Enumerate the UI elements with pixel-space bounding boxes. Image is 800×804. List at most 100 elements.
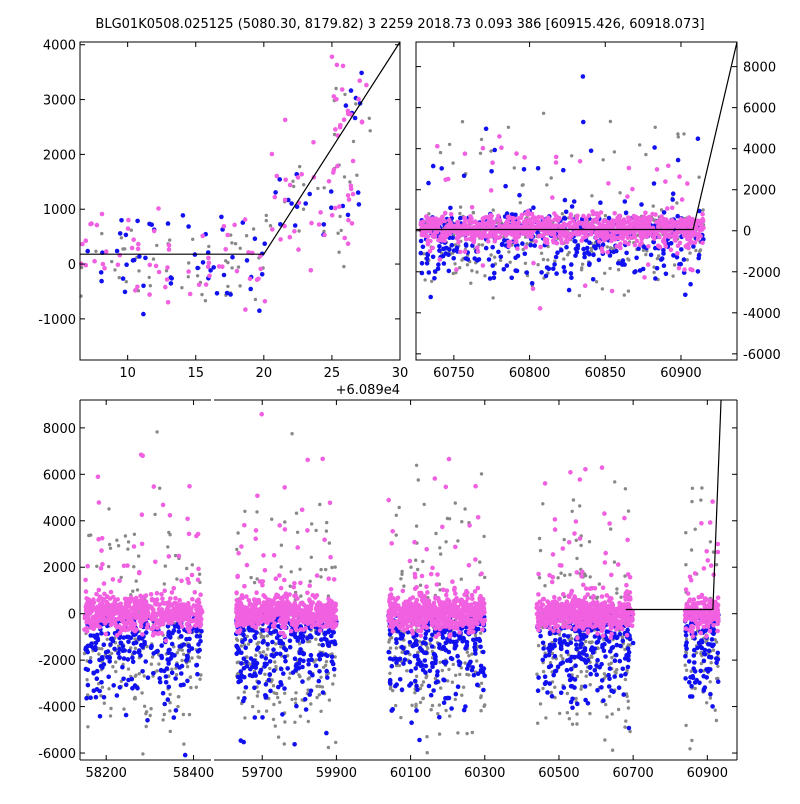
- data-point-gray: [489, 253, 492, 256]
- data-point-blue: [558, 637, 563, 642]
- data-point-gray: [317, 643, 320, 646]
- data-point-blue: [403, 651, 408, 656]
- data-point-blue: [408, 660, 413, 665]
- data-point-pink: [197, 283, 202, 288]
- data-point-blue: [111, 683, 116, 688]
- data-point-gray: [270, 518, 273, 521]
- data-point-blue: [475, 683, 480, 688]
- data-point-blue: [588, 672, 593, 677]
- data-point-blue: [179, 683, 184, 688]
- data-point-blue: [541, 646, 546, 651]
- data-point-gray: [135, 579, 138, 582]
- data-point-blue: [253, 236, 258, 241]
- data-point-blue: [324, 669, 329, 674]
- data-point-pink: [637, 230, 642, 235]
- data-point-pink: [99, 566, 104, 571]
- data-point-pink: [514, 151, 519, 156]
- data-point-blue: [661, 248, 666, 253]
- data-point-blue: [619, 673, 624, 678]
- data-point-gray: [402, 584, 405, 587]
- data-point-pink: [677, 266, 682, 271]
- data-point-pink: [327, 179, 332, 184]
- data-point-blue: [294, 704, 299, 709]
- data-point-pink: [646, 262, 651, 267]
- data-point-gray: [628, 730, 631, 733]
- y-tick-label: -1000: [38, 313, 76, 328]
- data-point-gray: [467, 654, 470, 657]
- data-point-gray: [426, 751, 429, 754]
- data-point-pink: [341, 64, 346, 69]
- data-point-blue: [624, 211, 629, 216]
- model-curve: [416, 42, 737, 230]
- data-point-gray: [644, 153, 647, 156]
- data-point-blue: [167, 648, 172, 653]
- data-point-blue: [413, 666, 418, 671]
- data-point-gray: [617, 268, 620, 271]
- data-point-blue: [662, 263, 667, 268]
- data-point-blue: [450, 243, 455, 248]
- data-point-blue: [611, 250, 616, 255]
- data-point-blue: [566, 634, 571, 639]
- data-point-blue: [310, 673, 315, 678]
- data-point-blue: [481, 688, 486, 693]
- data-point-pink: [102, 266, 107, 271]
- data-point-pink: [682, 267, 687, 272]
- data-point-gray: [715, 719, 718, 722]
- data-point-blue: [401, 661, 406, 666]
- data-point-pink: [558, 233, 563, 238]
- data-point-blue: [414, 684, 419, 689]
- data-point-blue: [164, 680, 169, 685]
- data-point-gray: [278, 701, 281, 704]
- data-point-blue: [436, 262, 441, 267]
- data-point-pink: [578, 159, 583, 164]
- data-point-gray: [482, 535, 485, 538]
- data-point-gray: [431, 704, 434, 707]
- data-point-blue: [126, 678, 131, 683]
- data-point-blue: [85, 249, 90, 254]
- data-point-gray: [126, 547, 129, 550]
- data-point-blue: [484, 127, 489, 132]
- data-point-pink: [638, 234, 643, 239]
- data-point-gray: [272, 684, 275, 687]
- data-point-blue: [564, 210, 569, 215]
- data-point-pink: [538, 306, 543, 311]
- data-point-blue: [120, 665, 125, 670]
- data-point-blue: [302, 651, 307, 656]
- data-point-gray: [113, 268, 116, 271]
- data-point-gray: [690, 548, 693, 551]
- data-point-gray: [296, 531, 299, 534]
- data-point-pink: [292, 229, 297, 234]
- data-point-blue: [591, 277, 596, 282]
- data-point-blue: [409, 720, 414, 725]
- data-point-gray: [310, 556, 313, 559]
- data-point-blue: [447, 696, 452, 701]
- data-point-pink: [232, 223, 237, 228]
- data-point-gray: [543, 584, 546, 587]
- data-point-blue: [431, 164, 436, 169]
- data-point-pink: [225, 233, 230, 238]
- data-point-gray: [200, 293, 203, 296]
- data-point-blue: [428, 637, 433, 642]
- data-point-blue: [149, 646, 154, 651]
- data-point-blue: [609, 688, 614, 693]
- data-point-blue: [185, 679, 190, 684]
- data-point-pink: [172, 586, 177, 591]
- data-point-pink: [273, 195, 278, 200]
- data-point-gray: [405, 669, 408, 672]
- data-point-gray: [238, 284, 241, 287]
- data-point-blue: [596, 639, 601, 644]
- data-point-pink: [582, 224, 587, 229]
- data-point-blue: [244, 660, 249, 665]
- data-point-gray: [277, 735, 280, 738]
- data-point-pink: [551, 238, 556, 243]
- data-point-gray: [709, 696, 712, 699]
- data-point-gray: [566, 711, 569, 714]
- data-point-gray: [354, 102, 357, 105]
- data-point-blue: [551, 266, 556, 271]
- data-point-gray: [127, 667, 130, 670]
- data-point-gray: [279, 645, 282, 648]
- data-point-pink: [477, 232, 482, 237]
- data-point-blue: [538, 634, 543, 639]
- data-point-pink: [530, 230, 535, 235]
- data-point-blue: [455, 654, 460, 659]
